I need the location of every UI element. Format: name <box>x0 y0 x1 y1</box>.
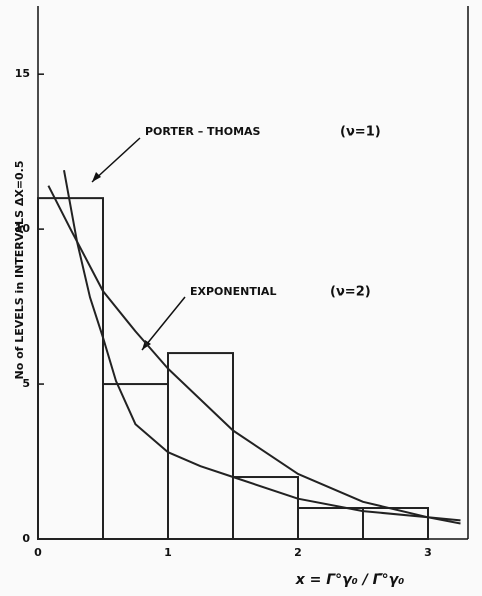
bar <box>232 476 299 540</box>
bar <box>37 197 104 541</box>
curve-label: (ν=1) <box>340 125 381 140</box>
x-axis-label: x = Γ°γ₀ / Γ̄°γ₀ <box>295 572 405 588</box>
x-tick-label: 2 <box>294 546 302 559</box>
y-tick-label: 0 <box>22 532 30 545</box>
x-tick-label: 0 <box>34 546 42 559</box>
curve <box>47 185 461 525</box>
bar <box>297 507 364 540</box>
y-tick-label: 5 <box>22 377 30 390</box>
arrow <box>91 137 141 183</box>
curve-name: PORTER – THOMAS <box>145 125 261 138</box>
x-tick-label: 1 <box>164 546 172 559</box>
y-tick-label: 10 <box>15 222 31 235</box>
arrow-head <box>92 172 101 182</box>
curve-name: EXPONENTIAL <box>190 285 276 298</box>
y-tick-label: 15 <box>15 67 30 80</box>
curve <box>63 170 461 522</box>
x-tick-label: 3 <box>424 546 432 559</box>
bar <box>362 507 429 540</box>
y-axis-label: No of LEVELS in INTERVALS ΔX=0.5 <box>13 160 26 379</box>
curve-label: (ν=2) <box>330 285 371 300</box>
bar <box>167 352 234 540</box>
arrow <box>141 296 186 351</box>
bar <box>102 383 169 540</box>
